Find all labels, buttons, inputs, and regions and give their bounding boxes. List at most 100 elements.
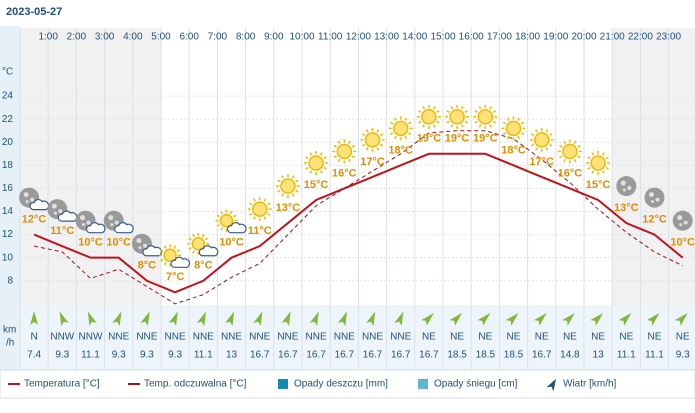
sun-ray [520,132,525,135]
sun-ray [549,133,553,137]
sun-ray [573,140,577,145]
hour-label: 14:00 [402,32,427,43]
sun-ray [446,110,450,113]
sun-ray [163,245,167,249]
wind-speed: 13 [226,350,238,361]
sun-ray [520,121,525,125]
wind-arrow [590,313,604,326]
sun-ray [233,214,237,218]
temp-label: 10°C [106,237,131,249]
wind-arrow [309,311,319,326]
sun-ray [337,158,341,163]
crater [651,200,654,204]
sun-ray [502,121,507,125]
wind-speed: 11.1 [81,350,100,361]
sun-ray [474,110,478,113]
wind-arrow [225,311,235,326]
sun-ray [389,121,394,125]
wind-speed: 11.1 [617,350,636,361]
legend-label: Opady śniegu [cm] [434,379,518,390]
sun-ray [559,155,563,159]
wind-speed: 18.5 [447,350,467,361]
y-tick-label: 12 [2,229,14,240]
weather-icon [187,232,219,257]
sun-ray [422,124,426,128]
sun-ray [601,152,605,156]
sun-ray [474,120,478,124]
wind-dir: NE [535,332,549,343]
wind-arrow [30,311,39,325]
sun-ray [295,189,299,193]
wind-arrow [674,313,688,326]
sun-ray [591,152,595,156]
wind-arrow [253,311,263,326]
night-band [640,28,669,305]
hour-label: 13:00 [374,32,399,43]
wind-dir: NE [676,332,690,343]
moon [672,210,693,231]
y-tick-label: 14 [2,206,14,217]
crater [53,211,57,215]
temp-label: 7°C [166,271,185,283]
hour-label: 21:00 [600,32,625,43]
hour-label: 6:00 [179,32,199,43]
wind-speed: 16.7 [306,350,326,361]
sun-ray [517,117,521,121]
sun-ray [376,147,380,151]
sun-ray [295,179,299,183]
y-tick-label: 24 [2,91,14,102]
sun-ray [394,135,397,140]
sun-ray [478,124,482,128]
sun-ray [545,129,549,133]
wind-dir: NE [422,332,436,343]
wind-dir: NNE [249,332,270,343]
wind-arrow [168,311,178,326]
sun-ray [563,140,567,145]
crater [138,246,142,250]
sun-ray [389,132,394,135]
temp-label: 12°C [22,214,47,226]
sun-ray [361,133,366,137]
hour-label: 12:00 [346,32,371,43]
sun-ray [559,144,563,148]
temp-label: 16°C [332,167,357,179]
sun [533,132,550,148]
sun-ray [492,110,497,113]
weather-icon [445,104,470,129]
hour-label: 15:00 [430,32,455,43]
sun-ray [464,120,468,124]
sun-ray [573,158,577,163]
wind-dir: NNE [362,332,383,343]
sun-ray [535,147,538,151]
sun-ray [379,143,384,147]
weather-icon [332,139,357,164]
weather-icon [215,209,247,234]
wind-speed: 16.7 [419,350,439,361]
wind-arrow [477,313,491,326]
crater [82,223,85,227]
sun-ray [305,166,309,170]
hour-label: 2:00 [67,32,87,43]
hour-label: 19:00 [543,32,568,43]
sun [421,109,437,125]
sun-ray [432,124,436,128]
wind-speed: 9.3 [676,350,690,361]
hour-label: 7:00 [208,32,228,43]
wind-speed: 9.3 [55,350,69,361]
temp-label: 10°C [78,237,103,249]
night-band [132,28,161,305]
sun [449,109,465,125]
weather-icon [360,127,385,152]
sun [251,201,268,217]
sun-ray [587,166,591,170]
moon [644,187,665,208]
hour-label: 4:00 [123,32,143,43]
weather-icon [159,244,191,268]
wind-speed: 16.7 [532,350,552,361]
crater [80,215,85,221]
y-tick-label: 10 [2,252,14,263]
crater [136,238,142,244]
wind-arrow [562,313,575,326]
crater [51,203,57,209]
cloud [170,256,191,268]
